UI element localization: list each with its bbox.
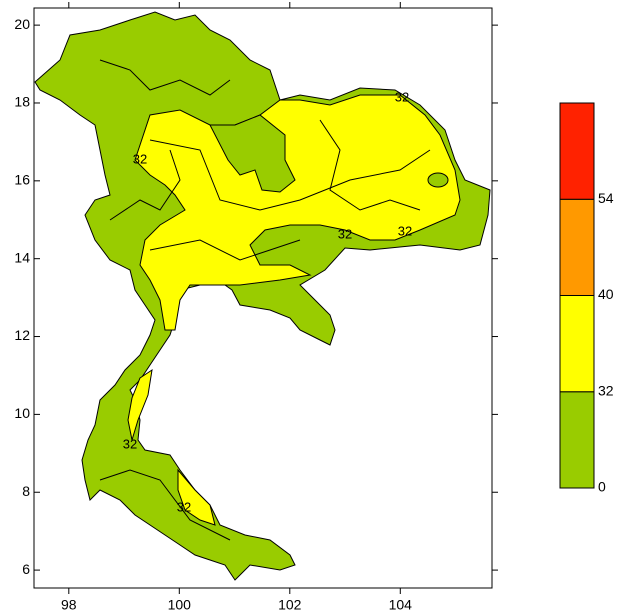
y-tick-label: 12 (14, 327, 30, 343)
border (149, 139, 431, 211)
y-tick-label: 16 (14, 172, 30, 188)
colorbar-box (559, 102, 595, 200)
colorbar-box (559, 295, 595, 393)
border (99, 59, 231, 96)
y-tick-label: 6 (22, 561, 30, 577)
colorbar-label: 54 (598, 190, 614, 206)
contour-label: 32 (133, 151, 147, 166)
y-tick-label: 8 (22, 483, 30, 499)
colorbar-label: 0 (598, 479, 606, 495)
y-tick-label: 20 (14, 16, 30, 32)
yellow-zone (177, 468, 216, 526)
colorbar-box (559, 198, 595, 296)
x-tick-label: 100 (168, 597, 192, 610)
y-tick-label: 18 (14, 94, 30, 110)
border (149, 239, 301, 261)
x-tick-label: 98 (61, 597, 77, 610)
yellow-zone (127, 368, 153, 441)
map (34, 11, 491, 581)
x-tick-label: 102 (278, 597, 302, 610)
y-tick-label: 14 (14, 249, 30, 265)
colorbar-label: 40 (598, 286, 614, 302)
colorbar-box (559, 391, 595, 489)
border (109, 149, 181, 221)
x-tick-label: 104 (389, 597, 413, 610)
yellow-zone (134, 94, 461, 331)
contour-label: 32 (398, 223, 412, 238)
contour-label: 32 (177, 499, 191, 514)
green-zone (209, 114, 296, 193)
border (319, 119, 421, 211)
y-tick-label: 10 (14, 405, 30, 421)
contour-label: 32 (123, 436, 137, 451)
contour-label: 32 (395, 89, 409, 104)
contour-label: 32 (338, 226, 352, 241)
green-zone (427, 172, 449, 188)
border (99, 469, 231, 541)
colorbar-label: 32 (598, 382, 614, 398)
